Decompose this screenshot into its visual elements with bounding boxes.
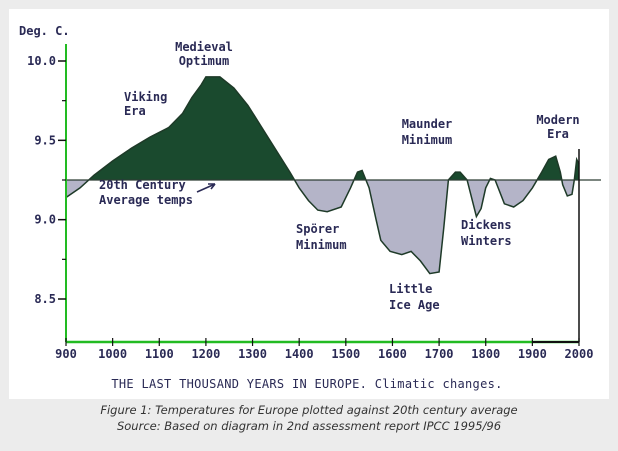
baseline-label: 20th Century Average temps (99, 178, 193, 207)
annotation-medieval-optimum: Medieval Optimum (175, 40, 233, 68)
figure-panel: 8.5 9.0 9.5 10.0 900 1000 1100 1200 1300 1400 1500… (9, 9, 609, 399)
annotation-maunder-minimum: Maunder Minimum (402, 117, 453, 147)
baseline-arrow-head (208, 183, 216, 190)
above-average-area (66, 76, 579, 180)
x-tick-label: 900 (55, 347, 77, 361)
y-tick-label: 9.5 (34, 133, 56, 147)
x-tick-label: 1700 (425, 347, 454, 361)
annotation-dickens-winters: Dickens Winters (461, 218, 512, 248)
annotation-modern-era: Modern Era (536, 113, 579, 141)
x-tick-label: 1000 (98, 347, 127, 361)
y-tick-label: 8.5 (34, 292, 56, 306)
temperature-chart: 8.5 9.0 9.5 10.0 900 1000 1100 1200 1300 1400 1500… (19, 24, 601, 391)
x-tick-label: 1400 (285, 347, 314, 361)
x-tick-label: 1100 (145, 347, 174, 361)
x-tick-label: 2000 (565, 347, 594, 361)
x-tick-label: 1200 (191, 347, 220, 361)
annotation-viking-era: Viking Era (124, 90, 167, 118)
x-axis-title: THE LAST THOUSAND YEARS IN EUROPE. Clima… (111, 377, 502, 391)
x-tick-label: 1500 (331, 347, 360, 361)
below-average-area (66, 180, 579, 274)
annotation-sporer-minimum: Spörer Minimum (296, 222, 347, 252)
caption-line-2: Source: Based on diagram in 2nd assessme… (116, 419, 502, 433)
y-axis-label: Deg. C. (19, 24, 70, 38)
x-tick-label: 1900 (518, 347, 547, 361)
x-tick-label: 1600 (378, 347, 407, 361)
figure-caption: Figure 1: Temperatures for Europe plotte… (0, 402, 618, 434)
annotation-little-ice-age: Little Ice Age (389, 282, 440, 312)
baseline-arrow (196, 183, 216, 193)
y-tick-label: 10.0 (27, 54, 56, 68)
caption-line-1: Figure 1: Temperatures for Europe plotte… (100, 403, 518, 417)
x-tick-label: 1300 (238, 347, 267, 361)
x-tick-label: 1800 (471, 347, 500, 361)
y-tick-label: 9.0 (34, 213, 56, 227)
